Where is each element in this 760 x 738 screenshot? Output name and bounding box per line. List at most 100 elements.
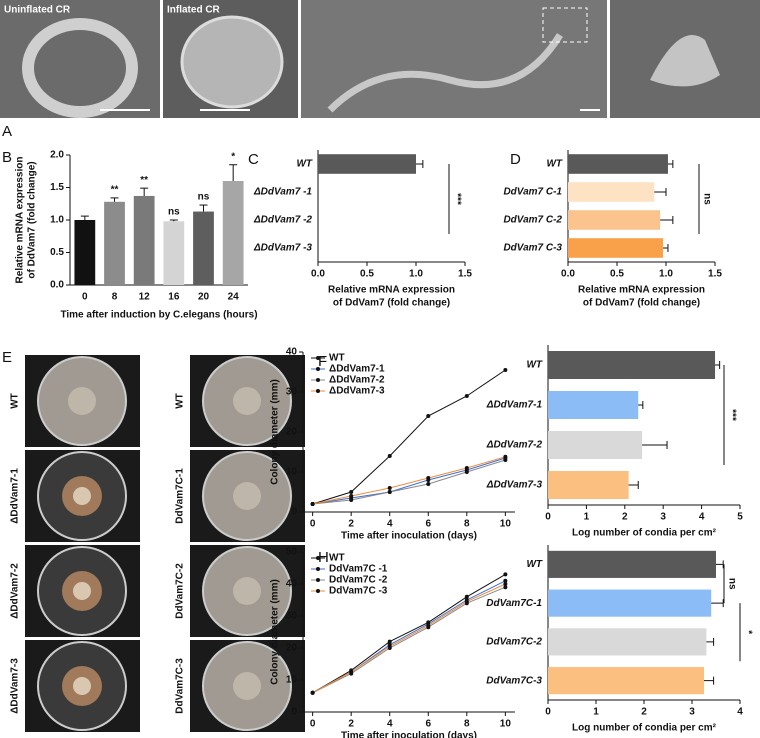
- x-axis-label: Relative mRNA expression: [328, 285, 455, 296]
- point: [310, 690, 315, 695]
- colony-center: [233, 387, 261, 415]
- category-label: DdVam7C-1: [486, 598, 542, 609]
- legend-marker: [316, 567, 320, 571]
- x-tick-label: 24: [228, 292, 240, 303]
- x-tick-label: 0: [310, 719, 316, 730]
- x-tick-label: 6: [425, 519, 431, 530]
- bar: [548, 391, 639, 419]
- category-label: ΔDdVam7-2: [486, 440, 543, 451]
- y-axis-label: Relative mRNA expression: [15, 157, 26, 284]
- series-line: [312, 456, 506, 505]
- specimen: [22, 18, 138, 118]
- bar: [548, 431, 643, 459]
- x-tick-label: 0: [545, 707, 551, 718]
- series-line: [312, 459, 506, 505]
- series-line: [312, 583, 506, 694]
- x-tick-label: 4: [737, 707, 743, 718]
- specimen: [650, 35, 720, 87]
- category-label: DdVam7 C-2: [503, 215, 562, 226]
- specimen: [327, 33, 563, 113]
- plate-label: ΔDdVam7-1: [10, 468, 21, 524]
- panel-letter: A: [2, 123, 12, 140]
- point: [387, 454, 392, 458]
- bar: [193, 211, 214, 285]
- x-tick-label: 4: [699, 512, 705, 523]
- panel-letter: B: [2, 149, 12, 166]
- plate-label: DdVam7C-1: [175, 468, 186, 524]
- series-line: [312, 586, 506, 694]
- significance: **: [140, 175, 148, 186]
- bar: [74, 220, 96, 285]
- panel-letter: C: [248, 151, 259, 168]
- point: [464, 466, 469, 470]
- panel-letter: D: [510, 151, 521, 168]
- point: [464, 470, 469, 474]
- significance: ns: [726, 578, 737, 590]
- legend-label: WT: [329, 553, 345, 564]
- category-label: ΔDdVam7 -2: [253, 215, 312, 226]
- x-tick-label: 1: [593, 707, 599, 718]
- category-label: DdVam7C-3: [486, 675, 542, 686]
- legend-marker: [316, 578, 320, 582]
- legend-marker: [316, 356, 320, 360]
- point: [349, 670, 354, 674]
- plate-label: WT: [10, 393, 21, 409]
- plate-label: ΔDdVam7-3: [10, 658, 21, 714]
- category-label: WT: [296, 159, 312, 170]
- category-label: DdVam7C-2: [486, 637, 542, 648]
- plate-label: DdVam7C-3: [175, 658, 186, 714]
- x-tick-label: 2: [622, 512, 628, 523]
- y-tick-label: 10: [286, 467, 298, 478]
- y-tick-label: 20: [286, 427, 298, 438]
- colony-center: [73, 487, 91, 505]
- x-tick-label: 1.0: [409, 269, 423, 280]
- x-axis-label: of DdVam7 (fold change): [333, 298, 450, 309]
- category-label: ΔDdVam7 -3: [253, 243, 312, 254]
- y-tick-label: 0: [291, 507, 297, 518]
- x-axis-label: Time after induction by C.elegans (hours…: [60, 310, 257, 321]
- legend-marker: [316, 556, 320, 560]
- series-line: [312, 369, 506, 505]
- legend-label: DdVam7C -1: [329, 564, 388, 575]
- category-label: DdVam7 C-1: [503, 187, 562, 198]
- bar: [548, 589, 712, 617]
- x-axis-label: Log number of condia per cm²: [572, 723, 717, 734]
- x-axis-label: of DdVam7 (fold change): [583, 298, 700, 309]
- y-tick-label: 30: [286, 611, 298, 622]
- colony-center: [233, 672, 261, 700]
- y-tick-label: 0.5: [50, 247, 64, 258]
- colony-center: [68, 387, 96, 415]
- point: [349, 494, 354, 498]
- point: [387, 490, 392, 494]
- bar: [104, 201, 125, 285]
- x-tick-label: 10: [500, 519, 512, 530]
- bar: [568, 238, 664, 258]
- significance: ns: [168, 207, 180, 218]
- category-label: DdVam7 C-3: [503, 243, 562, 254]
- x-tick-label: 5: [737, 512, 743, 523]
- y-axis-label: Colony diameter (mm): [270, 579, 281, 685]
- x-tick-label: 0.0: [311, 269, 325, 280]
- x-tick-label: 6: [425, 719, 431, 730]
- y-tick-label: 10: [286, 675, 298, 686]
- point: [503, 572, 508, 577]
- x-tick-label: 0.0: [561, 269, 575, 280]
- series-line: [312, 573, 506, 694]
- legend-label: WT: [329, 353, 345, 364]
- significance: ***: [726, 409, 737, 421]
- category-label: ΔDdVam7-3: [486, 480, 543, 491]
- photo-label: Inflated CR: [167, 5, 221, 16]
- x-tick-label: 1.5: [708, 269, 722, 280]
- x-tick-label: 0.5: [610, 269, 624, 280]
- point: [503, 585, 508, 590]
- y-tick-label: 1.0: [50, 215, 64, 226]
- point: [426, 482, 431, 486]
- x-tick-label: 8: [464, 519, 470, 530]
- specimen: [180, 15, 284, 109]
- x-tick-label: 0: [82, 292, 88, 303]
- point: [503, 454, 508, 459]
- x-tick-label: 2: [641, 707, 647, 718]
- x-axis-label: Time after inoculation (days): [341, 531, 477, 542]
- x-tick-label: 0: [310, 519, 316, 530]
